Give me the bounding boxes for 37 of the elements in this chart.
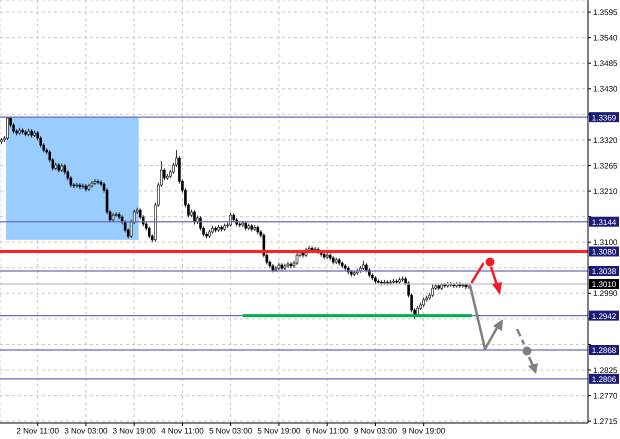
y-tick-label: 1.2990: [593, 289, 618, 298]
x-tick-label: 2 Nov 11:00: [16, 426, 60, 436]
x-tick-label: 9 Nov 19:00: [402, 426, 446, 436]
x-tick-label: 3 Nov 19:00: [112, 426, 156, 436]
candlestick: [193, 210, 196, 225]
ref-line-label: 1.2806: [592, 375, 617, 384]
y-tick-label: 1.3595: [593, 8, 618, 17]
ref-line-label: 1.3369: [592, 113, 617, 122]
y-tick-label: 1.3320: [593, 136, 618, 145]
ref-line-label: 1.3010: [592, 280, 617, 290]
candlestick: [6, 116, 9, 140]
y-tick-label: 1.3210: [593, 186, 618, 196]
y-tick-label: 1.3485: [593, 59, 618, 68]
x-tick-label: 5 Nov 19:00: [257, 426, 302, 436]
x-tick-label: 9 Nov 03:00: [354, 426, 398, 436]
y-tick-label: 1.3540: [593, 33, 618, 42]
y-tick-label: 1.2715: [593, 416, 618, 426]
x-tick-label: 6 Nov 11:00: [306, 426, 349, 436]
y-tick-label: 1.2770: [593, 391, 618, 400]
y-tick-label: 1.3430: [593, 84, 618, 94]
y-tick-label: 1.2825: [593, 366, 618, 375]
y-tick-label: 1.3100: [593, 238, 618, 248]
ref-line-label: 1.3144: [592, 218, 617, 227]
ref-line-label: 1.2942: [592, 312, 617, 321]
x-tick-label: 4 Nov 11:00: [161, 426, 204, 436]
candlestick: [362, 260, 365, 270]
ref-line-label: 1.2868: [592, 346, 617, 356]
y-tick-label: 1.3265: [593, 161, 618, 170]
ref-line-label: 1.3038: [592, 267, 617, 276]
candlestick: [57, 162, 60, 173]
candlestick: [422, 297, 425, 308]
x-tick-label: 3 Nov 03:00: [64, 426, 108, 436]
candlestick: [296, 252, 298, 266]
candlestick: [148, 226, 151, 239]
ref-line-label: 1.3080: [592, 248, 617, 257]
candlestick: [431, 284, 434, 298]
x-tick-label: 5 Nov 03:00: [209, 426, 253, 436]
